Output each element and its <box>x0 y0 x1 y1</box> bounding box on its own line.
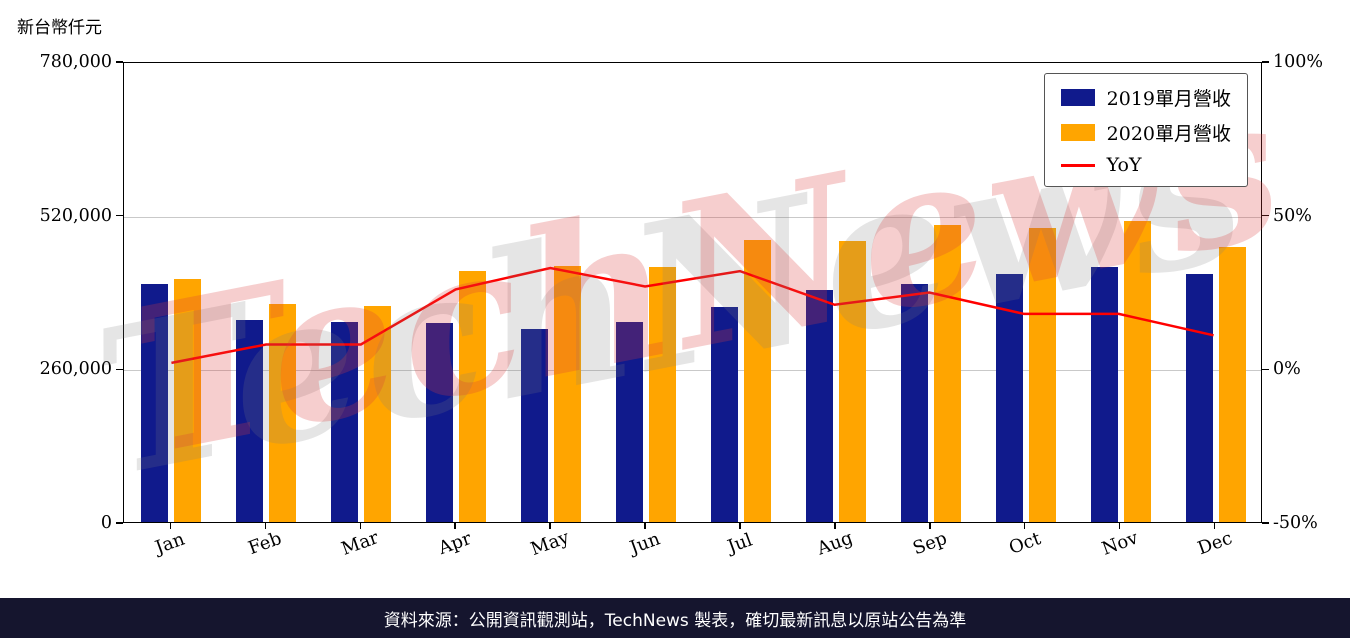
x-axis-tick <box>834 523 836 529</box>
legend-bar-swatch <box>1060 124 1095 141</box>
x-axis-tick-label: Mar <box>338 527 382 560</box>
legend-label: YoY <box>1106 154 1142 176</box>
x-axis-tick-label: Oct <box>1006 528 1044 559</box>
bar-2020-jun <box>649 267 677 522</box>
y-axis-tick-label: 520,000 <box>39 205 112 226</box>
bar-2020-oct <box>1028 228 1056 522</box>
legend-label: 2019單月營收 <box>1106 88 1231 110</box>
bar-2020-dec <box>1218 246 1246 522</box>
bar-2019-jan <box>141 284 169 522</box>
grid-layer <box>124 63 1261 522</box>
y-axis-tick-label: 780,000 <box>39 52 112 72</box>
x-axis-tick-label: Jul <box>724 529 756 558</box>
x-axis-tick-label: Feb <box>245 527 285 560</box>
x-axis-tick-label: Jan <box>152 528 188 559</box>
x-axis-tick-label: Dec <box>1194 527 1235 560</box>
x-axis-tick <box>739 523 741 529</box>
right-axis-tick-label: 100% <box>1273 52 1324 72</box>
source-footer: 資料來源：公開資訊觀測站，TechNews 製表，確切最新訊息以原站公告為準 <box>0 598 1350 638</box>
right-axis-tick-label: 50% <box>1273 205 1312 226</box>
bar-2019-jun <box>616 321 644 522</box>
bar-2019-dec <box>1185 274 1213 522</box>
bars-layer <box>124 63 1261 522</box>
right-axis-tick <box>1262 368 1269 371</box>
bar-2020-nov <box>1123 221 1151 522</box>
right-axis-tick <box>1262 522 1269 524</box>
y-axis-tick <box>116 522 123 524</box>
bar-2020-may <box>554 265 582 522</box>
x-axis-tick <box>169 523 172 529</box>
right-axis-tick <box>1262 214 1269 217</box>
y-axis-tick <box>116 214 123 217</box>
yoy-line <box>171 266 1214 365</box>
plot-area: 2019單月營收 2020單月營收 YoY <box>123 62 1262 523</box>
bar-2019-feb <box>236 320 264 522</box>
legend-item-2020: 2020單月營收 <box>1060 119 1231 146</box>
bar-2019-aug <box>805 290 833 522</box>
x-axis-tick <box>549 523 551 529</box>
y-axis-tick <box>116 368 123 371</box>
x-axis-tick <box>454 523 456 529</box>
y-axis-tick-label: 260,000 <box>39 359 112 380</box>
bar-2020-jan <box>174 278 202 522</box>
x-axis-tick <box>1118 523 1121 529</box>
legend-label: 2020單月營收 <box>1106 123 1231 145</box>
bar-2020-apr <box>459 271 487 522</box>
right-axis-tick-label: -50% <box>1273 513 1318 533</box>
right-axis-tick <box>1262 61 1269 63</box>
x-axis-tick <box>1213 523 1216 529</box>
bar-2020-jul <box>743 239 771 522</box>
yoy-line-layer <box>171 266 1214 365</box>
legend-item-yoy: YoY <box>1060 154 1231 176</box>
bar-2019-oct <box>995 274 1023 522</box>
x-axis-tick-label: Jun <box>627 528 663 559</box>
bar-2020-feb <box>269 303 297 522</box>
x-axis-tick-label: Sep <box>909 527 950 560</box>
x-axis-tick-label: Apr <box>436 527 475 560</box>
legend: 2019單月營收 2020單月營收 YoY <box>1043 73 1248 187</box>
legend-bar-swatch <box>1060 89 1095 106</box>
bar-2019-sep <box>900 284 928 522</box>
y-axis-tick-label: 0 <box>100 513 112 533</box>
bar-2019-nov <box>1090 267 1118 522</box>
right-axis-tick-label: 0% <box>1273 359 1301 380</box>
y-axis-tick <box>116 61 123 63</box>
x-axis-tick <box>929 523 931 529</box>
legend-item-2019: 2019單月營收 <box>1060 84 1231 111</box>
x-axis-tick <box>644 523 646 529</box>
bar-2019-mar <box>331 321 359 522</box>
bar-2019-apr <box>426 323 454 522</box>
x-axis-tick-label: Nov <box>1098 527 1141 560</box>
x-axis-tick <box>264 523 267 529</box>
x-axis-tick-label: Aug <box>814 527 856 560</box>
x-axis-tick-label: May <box>528 526 573 561</box>
gridline <box>124 370 1261 372</box>
bar-2020-aug <box>838 240 866 522</box>
legend-line-swatch <box>1060 163 1095 167</box>
bar-2020-sep <box>933 224 961 522</box>
x-axis-tick <box>359 523 362 529</box>
x-axis-tick <box>1023 523 1026 529</box>
bar-2020-mar <box>364 306 392 522</box>
bar-2019-may <box>521 328 549 522</box>
bar-2019-jul <box>710 307 738 522</box>
y-axis-unit-title: 新台幣仟元 <box>17 18 102 38</box>
gridline <box>124 216 1261 218</box>
